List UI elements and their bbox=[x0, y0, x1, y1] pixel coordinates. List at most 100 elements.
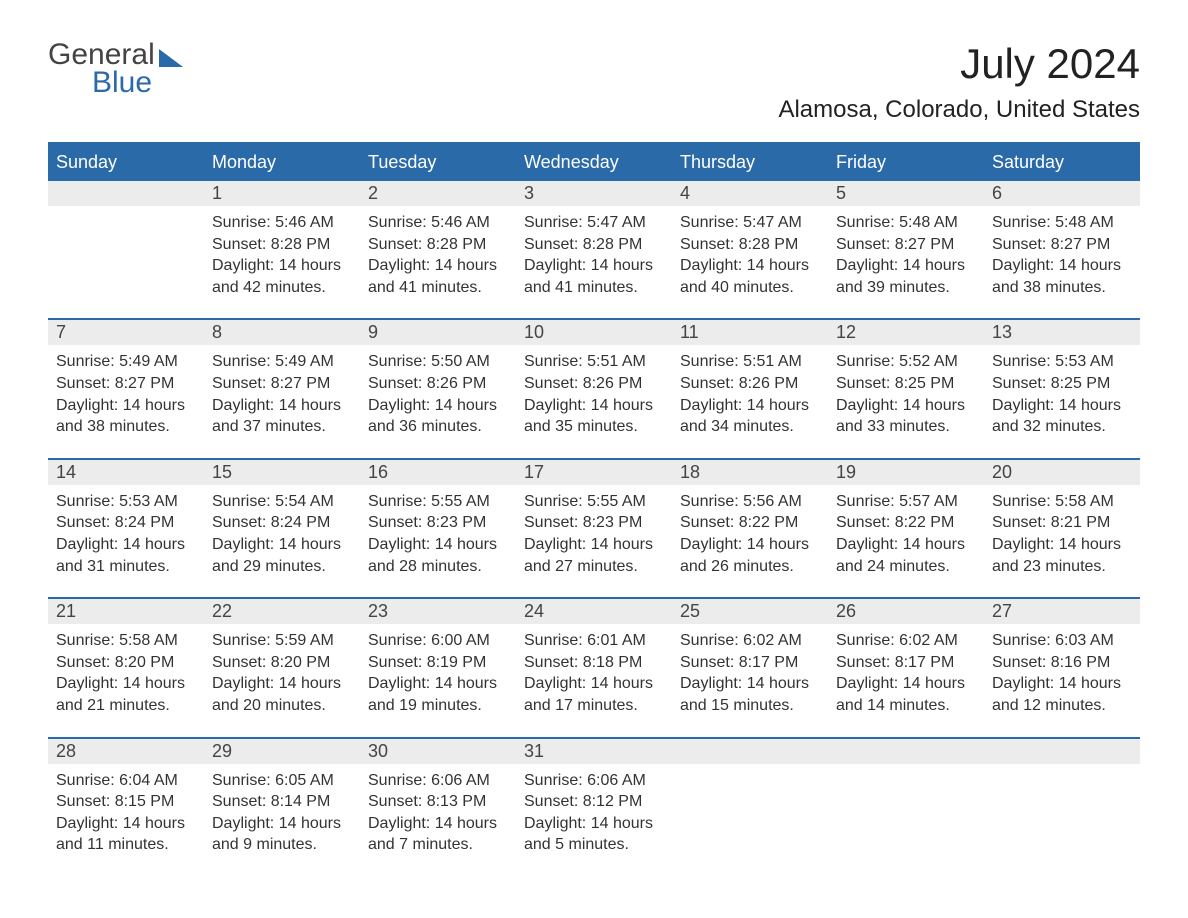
sunset-text: Sunset: 8:17 PM bbox=[680, 652, 820, 674]
sunset-text: Sunset: 8:21 PM bbox=[992, 512, 1132, 534]
logo-text-bottom: Blue bbox=[92, 68, 152, 98]
day-number: 20 bbox=[984, 460, 1140, 485]
sunset-text: Sunset: 8:22 PM bbox=[836, 512, 976, 534]
daylight-text: Daylight: 14 hours and 41 minutes. bbox=[368, 255, 508, 298]
sunrise-text: Sunrise: 5:46 AM bbox=[368, 212, 508, 234]
day-number: 3 bbox=[516, 181, 672, 206]
daylight-text: Daylight: 14 hours and 5 minutes. bbox=[524, 813, 664, 856]
calendar-week: 78910111213Sunrise: 5:49 AMSunset: 8:27 … bbox=[48, 318, 1140, 457]
sunrise-text: Sunrise: 5:46 AM bbox=[212, 212, 352, 234]
weekday-header: Wednesday bbox=[516, 144, 672, 181]
day-number: 18 bbox=[672, 460, 828, 485]
day-number: 1 bbox=[204, 181, 360, 206]
day-cell: Sunrise: 5:46 AMSunset: 8:28 PMDaylight:… bbox=[204, 206, 360, 318]
logo: General Blue bbox=[48, 40, 183, 98]
daylight-text: Daylight: 14 hours and 21 minutes. bbox=[56, 673, 196, 716]
sunrise-text: Sunrise: 6:06 AM bbox=[524, 770, 664, 792]
sunrise-text: Sunrise: 5:49 AM bbox=[56, 351, 196, 373]
day-number: 24 bbox=[516, 599, 672, 624]
day-number: 22 bbox=[204, 599, 360, 624]
sunset-text: Sunset: 8:19 PM bbox=[368, 652, 508, 674]
day-number: 19 bbox=[828, 460, 984, 485]
day-cell: Sunrise: 6:05 AMSunset: 8:14 PMDaylight:… bbox=[204, 764, 360, 876]
weekday-header: Saturday bbox=[984, 144, 1140, 181]
sunset-text: Sunset: 8:28 PM bbox=[680, 234, 820, 256]
sunrise-text: Sunrise: 5:50 AM bbox=[368, 351, 508, 373]
day-cell: Sunrise: 6:06 AMSunset: 8:12 PMDaylight:… bbox=[516, 764, 672, 876]
sunset-text: Sunset: 8:27 PM bbox=[836, 234, 976, 256]
day-cell: Sunrise: 5:50 AMSunset: 8:26 PMDaylight:… bbox=[360, 345, 516, 457]
sunset-text: Sunset: 8:20 PM bbox=[212, 652, 352, 674]
calendar: Sunday Monday Tuesday Wednesday Thursday… bbox=[48, 142, 1140, 876]
sunrise-text: Sunrise: 6:00 AM bbox=[368, 630, 508, 652]
daylight-text: Daylight: 14 hours and 38 minutes. bbox=[992, 255, 1132, 298]
day-cell: Sunrise: 5:49 AMSunset: 8:27 PMDaylight:… bbox=[204, 345, 360, 457]
sunrise-text: Sunrise: 5:53 AM bbox=[56, 491, 196, 513]
sunrise-text: Sunrise: 5:51 AM bbox=[680, 351, 820, 373]
day-cell: Sunrise: 5:58 AMSunset: 8:21 PMDaylight:… bbox=[984, 485, 1140, 597]
daylight-text: Daylight: 14 hours and 41 minutes. bbox=[524, 255, 664, 298]
sunset-text: Sunset: 8:17 PM bbox=[836, 652, 976, 674]
day-number: 8 bbox=[204, 320, 360, 345]
day-cell: Sunrise: 6:02 AMSunset: 8:17 PMDaylight:… bbox=[828, 624, 984, 736]
location-subtitle: Alamosa, Colorado, United States bbox=[778, 96, 1140, 124]
sunrise-text: Sunrise: 6:02 AM bbox=[836, 630, 976, 652]
daylight-text: Daylight: 14 hours and 39 minutes. bbox=[836, 255, 976, 298]
sunset-text: Sunset: 8:28 PM bbox=[524, 234, 664, 256]
day-number: 21 bbox=[48, 599, 204, 624]
day-number bbox=[828, 739, 984, 764]
daylight-text: Daylight: 14 hours and 20 minutes. bbox=[212, 673, 352, 716]
day-cell: Sunrise: 5:55 AMSunset: 8:23 PMDaylight:… bbox=[360, 485, 516, 597]
sunrise-text: Sunrise: 5:52 AM bbox=[836, 351, 976, 373]
day-number: 10 bbox=[516, 320, 672, 345]
sunset-text: Sunset: 8:23 PM bbox=[524, 512, 664, 534]
logo-wedge-icon bbox=[159, 49, 183, 67]
calendar-week: 123456Sunrise: 5:46 AMSunset: 8:28 PMDay… bbox=[48, 181, 1140, 318]
day-number: 25 bbox=[672, 599, 828, 624]
day-cell: Sunrise: 5:49 AMSunset: 8:27 PMDaylight:… bbox=[48, 345, 204, 457]
sunrise-text: Sunrise: 6:05 AM bbox=[212, 770, 352, 792]
sunrise-text: Sunrise: 6:02 AM bbox=[680, 630, 820, 652]
sunset-text: Sunset: 8:25 PM bbox=[836, 373, 976, 395]
day-number: 28 bbox=[48, 739, 204, 764]
sunrise-text: Sunrise: 5:57 AM bbox=[836, 491, 976, 513]
day-number: 31 bbox=[516, 739, 672, 764]
day-number: 5 bbox=[828, 181, 984, 206]
sunrise-text: Sunrise: 5:56 AM bbox=[680, 491, 820, 513]
calendar-week: 28293031Sunrise: 6:04 AMSunset: 8:15 PMD… bbox=[48, 737, 1140, 876]
daylight-text: Daylight: 14 hours and 29 minutes. bbox=[212, 534, 352, 577]
day-number: 4 bbox=[672, 181, 828, 206]
day-number: 14 bbox=[48, 460, 204, 485]
day-number: 2 bbox=[360, 181, 516, 206]
weekday-header: Monday bbox=[204, 144, 360, 181]
sunrise-text: Sunrise: 5:58 AM bbox=[56, 630, 196, 652]
day-cell bbox=[984, 764, 1140, 876]
sunset-text: Sunset: 8:13 PM bbox=[368, 791, 508, 813]
sunrise-text: Sunrise: 6:06 AM bbox=[368, 770, 508, 792]
sunrise-text: Sunrise: 5:55 AM bbox=[368, 491, 508, 513]
day-number: 16 bbox=[360, 460, 516, 485]
day-number: 30 bbox=[360, 739, 516, 764]
sunset-text: Sunset: 8:24 PM bbox=[212, 512, 352, 534]
day-number: 23 bbox=[360, 599, 516, 624]
daylight-text: Daylight: 14 hours and 37 minutes. bbox=[212, 395, 352, 438]
sunset-text: Sunset: 8:16 PM bbox=[992, 652, 1132, 674]
sunset-text: Sunset: 8:15 PM bbox=[56, 791, 196, 813]
daylight-text: Daylight: 14 hours and 28 minutes. bbox=[368, 534, 508, 577]
sunrise-text: Sunrise: 5:47 AM bbox=[680, 212, 820, 234]
sunset-text: Sunset: 8:22 PM bbox=[680, 512, 820, 534]
day-cell: Sunrise: 5:51 AMSunset: 8:26 PMDaylight:… bbox=[672, 345, 828, 457]
day-cell: Sunrise: 5:46 AMSunset: 8:28 PMDaylight:… bbox=[360, 206, 516, 318]
day-number: 26 bbox=[828, 599, 984, 624]
day-number: 29 bbox=[204, 739, 360, 764]
sunrise-text: Sunrise: 5:48 AM bbox=[992, 212, 1132, 234]
sunset-text: Sunset: 8:26 PM bbox=[524, 373, 664, 395]
day-cell: Sunrise: 6:02 AMSunset: 8:17 PMDaylight:… bbox=[672, 624, 828, 736]
sunset-text: Sunset: 8:28 PM bbox=[212, 234, 352, 256]
sunset-text: Sunset: 8:12 PM bbox=[524, 791, 664, 813]
daylight-text: Daylight: 14 hours and 17 minutes. bbox=[524, 673, 664, 716]
page-title: July 2024 bbox=[778, 40, 1140, 88]
day-number: 13 bbox=[984, 320, 1140, 345]
day-number: 12 bbox=[828, 320, 984, 345]
day-cell: Sunrise: 5:48 AMSunset: 8:27 PMDaylight:… bbox=[984, 206, 1140, 318]
